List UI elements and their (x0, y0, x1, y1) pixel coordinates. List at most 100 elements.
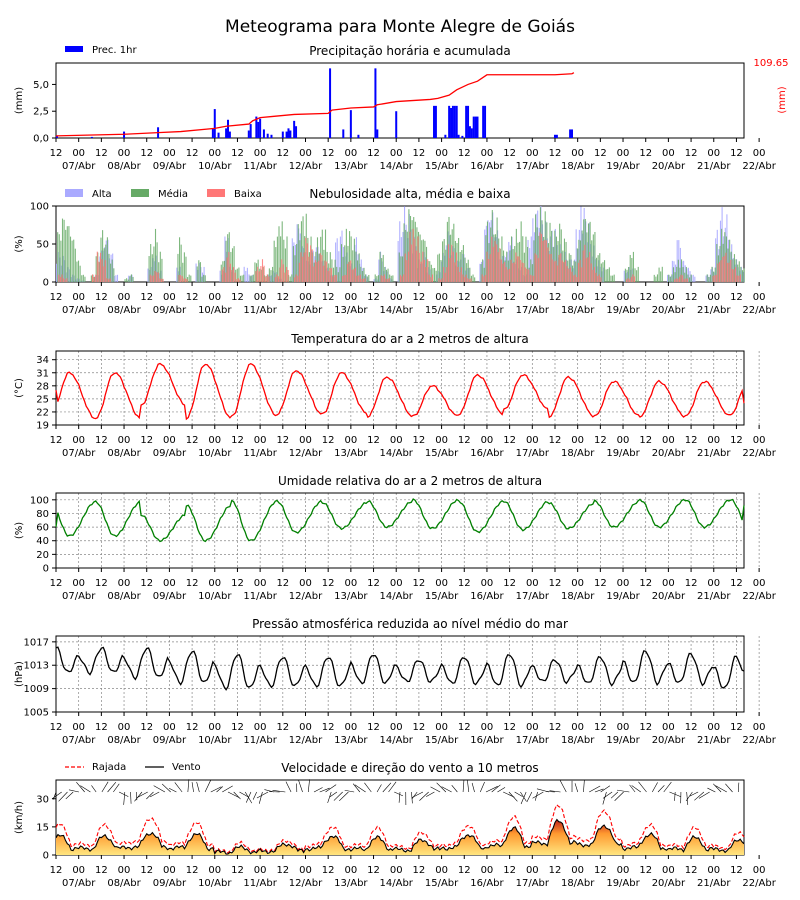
y-tick-label: 2,5 (33, 107, 49, 118)
cloud-bar-média (685, 266, 687, 282)
cloud-bar-média (629, 254, 631, 282)
cloud-bar-baixa (359, 274, 361, 282)
cloud-bar-baixa (319, 253, 321, 282)
x-tick-label: 12 (685, 435, 698, 446)
x-tick-label: 12 (458, 148, 471, 159)
cloud-bar-baixa (156, 272, 158, 282)
wind-arrow (737, 782, 740, 793)
cloud-bar-alta (128, 275, 130, 282)
cloud-bar-média (225, 240, 227, 282)
wind-arrow (51, 791, 62, 800)
x-tick-label: 12 (549, 148, 562, 159)
x-tick-label: 12 (50, 865, 63, 876)
cloud-bar-média (472, 274, 474, 282)
cloud-bar-média (729, 239, 731, 282)
wind-arrow (725, 783, 733, 793)
cloud-bar-média (440, 260, 442, 282)
wind-arrow (187, 779, 190, 793)
x-tick-label: 00 (299, 292, 312, 303)
cloud-bar-média (442, 241, 444, 282)
cloud-bar-baixa (152, 275, 154, 282)
wind-arrow (532, 791, 544, 799)
cloud-bar-baixa (484, 274, 486, 282)
wind-arrow (610, 791, 619, 799)
cloud-bar-média (324, 229, 327, 282)
wind-arrow (174, 782, 183, 793)
wind-arrow (694, 791, 705, 801)
cloud-bar-baixa (685, 278, 687, 282)
cloud-bar-média (352, 250, 354, 282)
x-tick-label: 12 (639, 865, 652, 876)
cloud-bar-baixa (225, 272, 227, 282)
cloud-bar-baixa (346, 263, 349, 282)
date-tick-label: 13/Abr (334, 161, 368, 172)
x-tick-label: 12 (639, 292, 652, 303)
x-tick-label: 00 (526, 722, 539, 733)
cloud-bar-baixa (237, 278, 239, 282)
cloud-bar-baixa (483, 276, 485, 282)
cloud-bar-baixa (348, 261, 350, 282)
cloud-bar-média (443, 239, 445, 282)
x-tick-label: 12 (458, 865, 471, 876)
wind-arrow (252, 791, 257, 800)
x-tick-label: 00 (571, 865, 584, 876)
y-axis-label: (hPa) (14, 661, 25, 687)
wind-arrow (191, 782, 194, 793)
y-tick-label: 1005 (24, 708, 49, 719)
date-tick-label: 12/Abr (289, 591, 323, 602)
cloud-bar-alta (676, 240, 678, 282)
wind-arrow (327, 791, 332, 804)
x-tick-label: 00 (526, 578, 539, 589)
cloud-bar-média (68, 226, 70, 282)
date-tick-label: 07/Abr (62, 591, 96, 602)
cloud-bar-média (292, 246, 294, 282)
cloud-bar-baixa (159, 278, 161, 282)
cloud-bar-baixa (460, 267, 462, 282)
cloud-bar-baixa (738, 275, 740, 282)
cloud-bar-baixa (496, 244, 498, 282)
cloud-bar-baixa (723, 255, 725, 282)
date-tick-label: 15/Abr (425, 591, 459, 602)
wind-arrow (479, 781, 485, 793)
pressure-panel: 1005 1009 1013 1017 12 00 12 00 12 00 12 00 12 00 12 00… (14, 617, 777, 746)
cloud-bar-baixa (560, 253, 562, 282)
clouds-panel: 0 50 100 12 00 12 00 12 00 12 00 12 00 12 00 12 00 12 00 12… (14, 187, 777, 316)
cloud-bar-baixa (93, 277, 95, 282)
pressure-line (55, 646, 745, 691)
x-tick-label: 00 (208, 865, 221, 876)
cloud-bar-média (349, 231, 351, 282)
x-tick-label: 12 (685, 578, 698, 589)
cloud-bar-baixa (326, 261, 328, 282)
cloud-bar-baixa (552, 259, 554, 282)
cloud-bar-média (300, 221, 303, 282)
cloud-bar-baixa (593, 266, 596, 282)
x-tick-label: 12 (140, 148, 153, 159)
cloud-bar-baixa (577, 262, 579, 282)
cloud-bar-baixa (308, 256, 310, 282)
cloud-bar-média (289, 276, 291, 282)
legend-swatch-prec (65, 46, 83, 52)
cloud-bar-média (110, 263, 112, 282)
cloud-bar-média (339, 267, 341, 282)
precip-bar (465, 105, 468, 138)
y-tick-label: 5,0 (33, 80, 49, 91)
cloud-bar-baixa (444, 272, 446, 282)
gust-line (55, 803, 745, 854)
date-tick-label: 09/Abr (153, 305, 187, 316)
cloud-bar-média (278, 226, 280, 282)
wind-arrow (426, 791, 435, 797)
cloud-bar-média (595, 257, 598, 282)
cloud-bar-baixa (343, 275, 345, 282)
x-tick-label: 12 (322, 435, 335, 446)
date-tick-label: 15/Abr (425, 735, 459, 746)
precip-bar (395, 111, 398, 138)
precip-bar (217, 132, 220, 138)
cloud-bar-média (124, 279, 126, 282)
x-tick-label: 00 (617, 722, 630, 733)
cloud-bar-baixa (428, 274, 430, 282)
cloud-bar-alta (246, 267, 248, 282)
precip-bar (225, 128, 228, 138)
date-tick-label: 11/Abr (243, 735, 277, 746)
x-tick-label: 00 (72, 148, 85, 159)
wind-arrow (545, 791, 555, 793)
